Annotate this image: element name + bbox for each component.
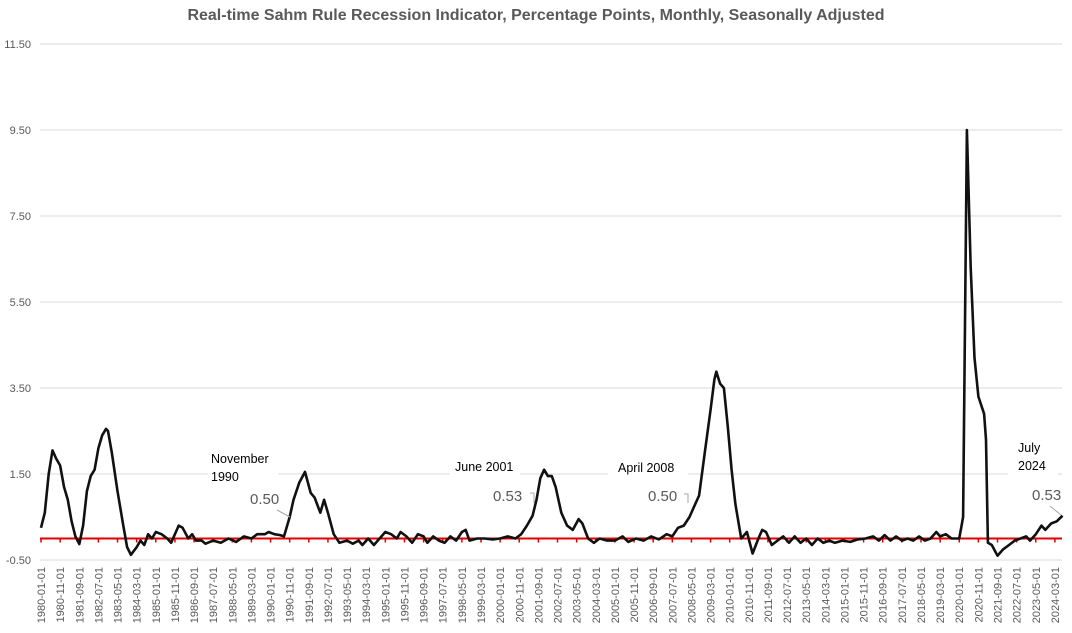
x-tick-label: 2000-11-01 <box>514 567 526 622</box>
y-tick-label: 11.50 <box>4 39 31 51</box>
x-tick-label: 2012-07-01 <box>782 567 794 623</box>
annotation-value: 0.50 <box>250 491 279 508</box>
x-tick-label: 2013-05-01 <box>801 567 813 623</box>
x-tick-label: 1981-09-01 <box>74 567 86 623</box>
annotation-background <box>608 458 688 476</box>
x-tick-label: 2022-07-01 <box>1012 567 1024 623</box>
x-tick-label: 2011-09-01 <box>763 567 775 622</box>
x-tick-label: 1985-11-01 <box>170 567 182 622</box>
x-tick-label: 2000-01-01 <box>495 567 507 623</box>
annotation-label: 2024 <box>1018 459 1046 473</box>
x-tick-label: 2020-01-01 <box>954 567 966 623</box>
annotation-label: June 2001 <box>455 460 513 474</box>
x-tick-label: 2024-03-01 <box>1050 567 1062 623</box>
x-tick-label: 1996-09-01 <box>419 567 431 623</box>
x-tick-label: 1993-05-01 <box>342 567 354 623</box>
x-tick-label: 1995-01-01 <box>380 567 392 623</box>
chart-title: Real-time Sahm Rule Recession Indicator,… <box>187 7 885 24</box>
x-tick-label: 1994-03-01 <box>361 567 373 623</box>
x-tick-label: 2015-01-01 <box>839 567 851 623</box>
x-tick-label: 1992-07-01 <box>323 567 335 623</box>
x-tick-label: 2010-11-01 <box>744 567 756 622</box>
annotation-label: July <box>1018 441 1041 455</box>
x-tick-label: 2005-11-01 <box>629 567 641 622</box>
x-tick-label: 1998-05-01 <box>457 567 469 623</box>
x-tick-label: 2014-03-01 <box>820 567 832 623</box>
annotation-label: 1990 <box>211 470 239 484</box>
x-tick-label: 1985-01-01 <box>151 567 163 623</box>
x-tick-label: 1990-11-01 <box>285 567 297 622</box>
x-tick-label: 2018-05-01 <box>916 567 928 623</box>
x-tick-label: 2008-05-01 <box>686 567 698 623</box>
x-tick-label: 1991-09-01 <box>304 567 316 623</box>
x-tick-label: 2020-11-01 <box>973 567 985 622</box>
annotation-background <box>450 458 520 476</box>
x-tick-label: 1999-03-01 <box>476 567 488 623</box>
x-tick-label: 2002-07-01 <box>553 567 565 623</box>
x-tick-label: 1980-01-01 <box>36 567 48 623</box>
y-tick-label: 7.50 <box>10 211 31 223</box>
x-tick-label: 2007-07-01 <box>667 567 679 623</box>
x-tick-label: 2016-09-01 <box>878 567 890 623</box>
x-tick-label: 1990-01-01 <box>266 567 278 623</box>
annotation-value: 0.50 <box>648 488 677 505</box>
x-tick-label: 1988-05-01 <box>227 567 239 623</box>
x-tick-label: 2010-01-01 <box>725 567 737 623</box>
x-tick-label: 1983-05-01 <box>113 567 125 623</box>
x-tick-label: 2017-07-01 <box>897 567 909 623</box>
y-tick-label: -0.50 <box>6 555 31 567</box>
x-tick-label: 1982-07-01 <box>93 567 105 623</box>
x-tick-label: 2003-05-01 <box>572 567 584 623</box>
annotation-leader-line <box>530 492 535 503</box>
x-tick-label: 2019-03-01 <box>935 567 947 623</box>
annotation-leader-line <box>1049 505 1062 516</box>
y-tick-label: 3.50 <box>10 383 31 395</box>
y-tick-label: 5.50 <box>10 297 31 309</box>
x-tick-label: 1987-07-01 <box>208 567 220 623</box>
x-tick-label: 2001-09-01 <box>533 567 545 623</box>
series-line <box>39 128 1064 557</box>
y-tick-label: 9.50 <box>10 125 31 137</box>
x-tick-label: 1997-07-01 <box>438 567 450 623</box>
annotation-label: November <box>211 452 269 466</box>
annotation-value: 0.53 <box>493 488 522 505</box>
x-tick-label: 2015-11-01 <box>859 567 871 622</box>
x-tick-label: 1989-03-01 <box>246 567 258 623</box>
x-tick-label: 1986-09-01 <box>189 567 201 623</box>
annotation-leader-line <box>276 509 291 518</box>
x-tick-label: 2021-09-01 <box>993 567 1005 623</box>
x-tick-label: 1984-03-01 <box>132 567 144 623</box>
annotation-leader-line <box>684 493 689 503</box>
x-tick-label: 2006-09-01 <box>648 567 660 623</box>
x-tick-label: 2005-01-01 <box>610 567 622 623</box>
x-tick-label: 2004-03-01 <box>591 567 603 623</box>
y-tick-label: 1.50 <box>10 469 31 481</box>
annotation-value: 0.53 <box>1032 487 1061 504</box>
x-tick-label: 2009-03-01 <box>706 567 718 623</box>
annotation-label: April 2008 <box>618 461 674 475</box>
annotation-background <box>1008 438 1058 476</box>
annotation-background <box>208 449 278 487</box>
x-tick-label: 1995-11-01 <box>399 567 411 622</box>
x-tick-label: 2023-05-01 <box>1031 567 1043 623</box>
x-tick-label: 1980-11-01 <box>55 567 67 622</box>
